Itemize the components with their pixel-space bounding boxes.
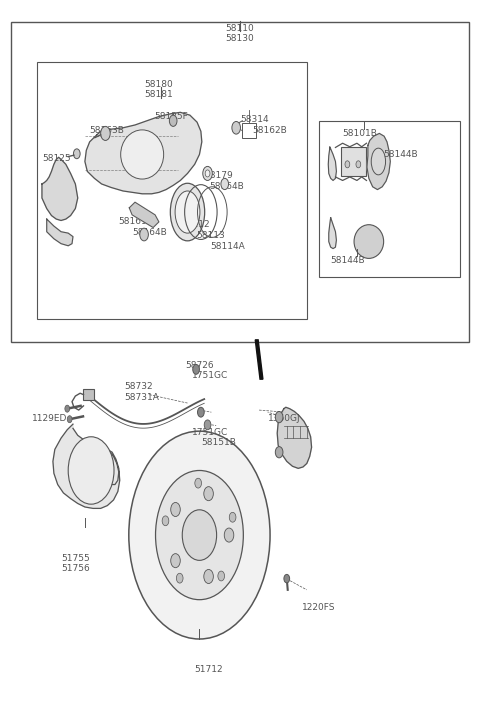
- Circle shape: [193, 364, 199, 374]
- Polygon shape: [47, 219, 73, 246]
- Circle shape: [67, 416, 72, 423]
- Circle shape: [356, 161, 361, 168]
- Bar: [37, 63, 307, 319]
- Circle shape: [101, 126, 110, 140]
- Circle shape: [276, 412, 283, 423]
- Text: 58112: 58112: [182, 221, 210, 230]
- Polygon shape: [328, 147, 336, 180]
- Circle shape: [345, 161, 350, 168]
- Text: 58732: 58732: [124, 382, 153, 391]
- Circle shape: [203, 166, 212, 180]
- Text: 1751GC: 1751GC: [192, 428, 228, 436]
- Text: 58314: 58314: [240, 115, 269, 124]
- Polygon shape: [329, 218, 336, 249]
- Text: 58110
58130: 58110 58130: [226, 24, 254, 43]
- Text: 58731A: 58731A: [124, 393, 159, 402]
- Text: 1129ED: 1129ED: [33, 414, 68, 422]
- Text: 1220FS: 1220FS: [302, 603, 336, 612]
- Polygon shape: [85, 112, 202, 194]
- Polygon shape: [42, 157, 78, 221]
- Circle shape: [73, 149, 80, 159]
- Text: 58125F: 58125F: [154, 111, 188, 121]
- Circle shape: [169, 115, 177, 126]
- Text: 58144B: 58144B: [330, 256, 365, 264]
- Circle shape: [140, 228, 148, 241]
- Text: 58114A: 58114A: [210, 242, 245, 250]
- Text: 58113: 58113: [196, 231, 225, 240]
- Text: 58144B: 58144B: [383, 150, 418, 159]
- Circle shape: [221, 178, 228, 190]
- Circle shape: [224, 528, 234, 542]
- Circle shape: [171, 553, 180, 568]
- Circle shape: [204, 570, 213, 584]
- Circle shape: [156, 470, 243, 600]
- Text: 58101B: 58101B: [342, 129, 377, 138]
- Circle shape: [205, 170, 210, 177]
- Ellipse shape: [120, 130, 164, 179]
- Bar: [11, 23, 469, 342]
- Ellipse shape: [170, 183, 204, 241]
- Text: 1751GC: 1751GC: [192, 372, 228, 381]
- Text: 58151B: 58151B: [201, 439, 236, 447]
- Circle shape: [284, 575, 289, 583]
- Circle shape: [229, 513, 236, 522]
- Text: 51755
51756: 51755 51756: [61, 554, 90, 573]
- Polygon shape: [53, 424, 120, 508]
- Circle shape: [182, 510, 216, 560]
- Polygon shape: [367, 133, 390, 190]
- Text: 58125: 58125: [42, 154, 71, 164]
- Circle shape: [195, 478, 202, 488]
- Polygon shape: [129, 202, 159, 228]
- Text: 58164B: 58164B: [132, 228, 168, 236]
- Circle shape: [198, 407, 204, 417]
- Circle shape: [68, 437, 114, 504]
- Circle shape: [232, 121, 240, 134]
- Bar: [242, 123, 256, 138]
- Circle shape: [204, 486, 213, 501]
- Polygon shape: [277, 407, 312, 468]
- Circle shape: [276, 446, 283, 458]
- Text: 58726: 58726: [185, 361, 214, 370]
- Text: 1360GJ: 1360GJ: [268, 414, 300, 422]
- Text: 58164B: 58164B: [209, 182, 244, 191]
- Circle shape: [129, 431, 270, 639]
- Circle shape: [65, 405, 70, 412]
- Ellipse shape: [354, 225, 384, 259]
- Circle shape: [204, 420, 211, 430]
- Text: 58162B: 58162B: [252, 125, 287, 135]
- Circle shape: [171, 503, 180, 517]
- Text: 58161B: 58161B: [118, 217, 153, 226]
- Text: 58180
58181: 58180 58181: [144, 80, 173, 99]
- Text: 58179: 58179: [204, 171, 233, 180]
- Bar: [319, 121, 459, 276]
- Polygon shape: [255, 340, 263, 379]
- Circle shape: [162, 516, 169, 526]
- Text: 58163B: 58163B: [90, 126, 124, 135]
- Circle shape: [176, 573, 183, 583]
- Ellipse shape: [371, 148, 385, 175]
- Bar: [84, 389, 94, 400]
- Ellipse shape: [175, 191, 200, 233]
- Circle shape: [218, 571, 225, 581]
- Bar: [341, 147, 366, 176]
- Text: 51712: 51712: [195, 665, 223, 674]
